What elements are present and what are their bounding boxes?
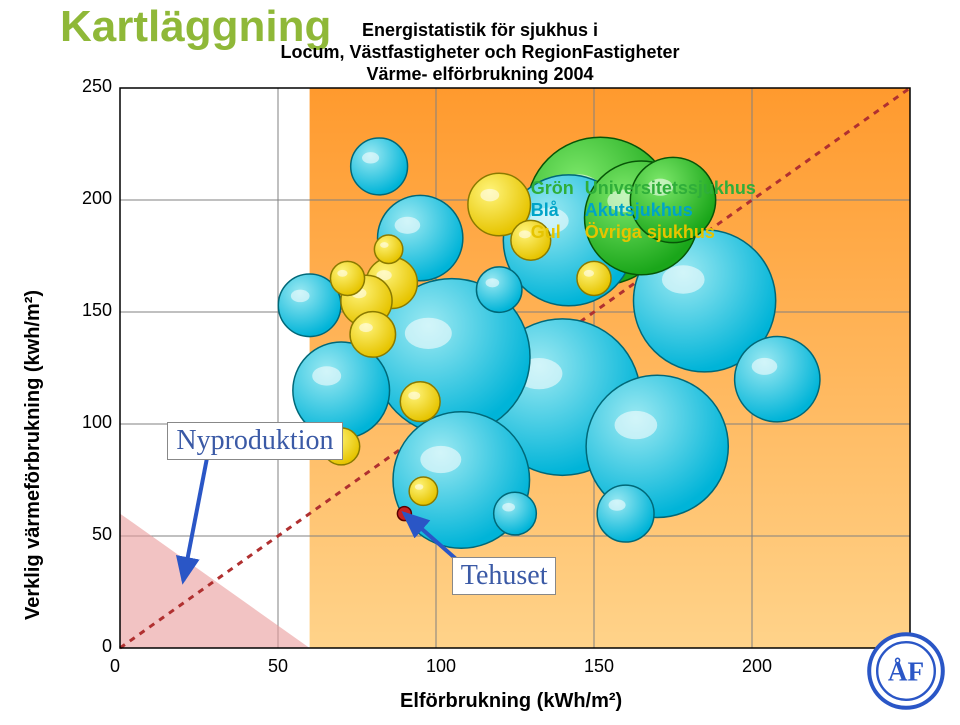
x-tick: 100 xyxy=(426,656,456,677)
bubble-yellow xyxy=(330,261,364,295)
y-axis-label: Verklig värmeförbrukning (kwh/m²) xyxy=(22,290,45,620)
bubble-blue xyxy=(351,138,408,195)
legend-row: BlåAkutsjukhus xyxy=(531,200,693,221)
bubble-yellow xyxy=(577,261,611,295)
y-tick: 250 xyxy=(72,76,112,97)
annotation-tehuset: Tehuset xyxy=(452,557,557,595)
y-tick: 0 xyxy=(72,636,112,657)
legend-row: GrönUniversitetssjukhus xyxy=(531,178,756,199)
af-logo-icon: ÅF xyxy=(866,631,946,711)
svg-text:ÅF: ÅF xyxy=(888,657,924,687)
y-tick: 150 xyxy=(72,300,112,321)
bubble-yellow xyxy=(400,382,440,422)
x-tick: 50 xyxy=(268,656,288,677)
bubble-yellow xyxy=(374,235,402,263)
y-tick: 200 xyxy=(72,188,112,209)
x-tick: 150 xyxy=(584,656,614,677)
bubble-yellow xyxy=(409,477,437,505)
x-tick: 0 xyxy=(110,656,120,677)
bubble-blue xyxy=(735,337,820,422)
bubble-blue xyxy=(597,485,654,542)
bubble-yellow xyxy=(350,312,396,358)
x-tick: 200 xyxy=(742,656,772,677)
annotation-nyproduktion: Nyproduktion xyxy=(167,422,342,460)
y-tick: 50 xyxy=(72,524,112,545)
y-tick: 100 xyxy=(72,412,112,433)
bubble-blue xyxy=(476,267,522,313)
bubble-blue xyxy=(494,492,537,535)
bubble-chart xyxy=(0,0,960,725)
legend-row: GulÖvriga sjukhus xyxy=(531,222,715,243)
x-axis-label: Elförbrukning (kWh/m²) xyxy=(400,690,622,713)
